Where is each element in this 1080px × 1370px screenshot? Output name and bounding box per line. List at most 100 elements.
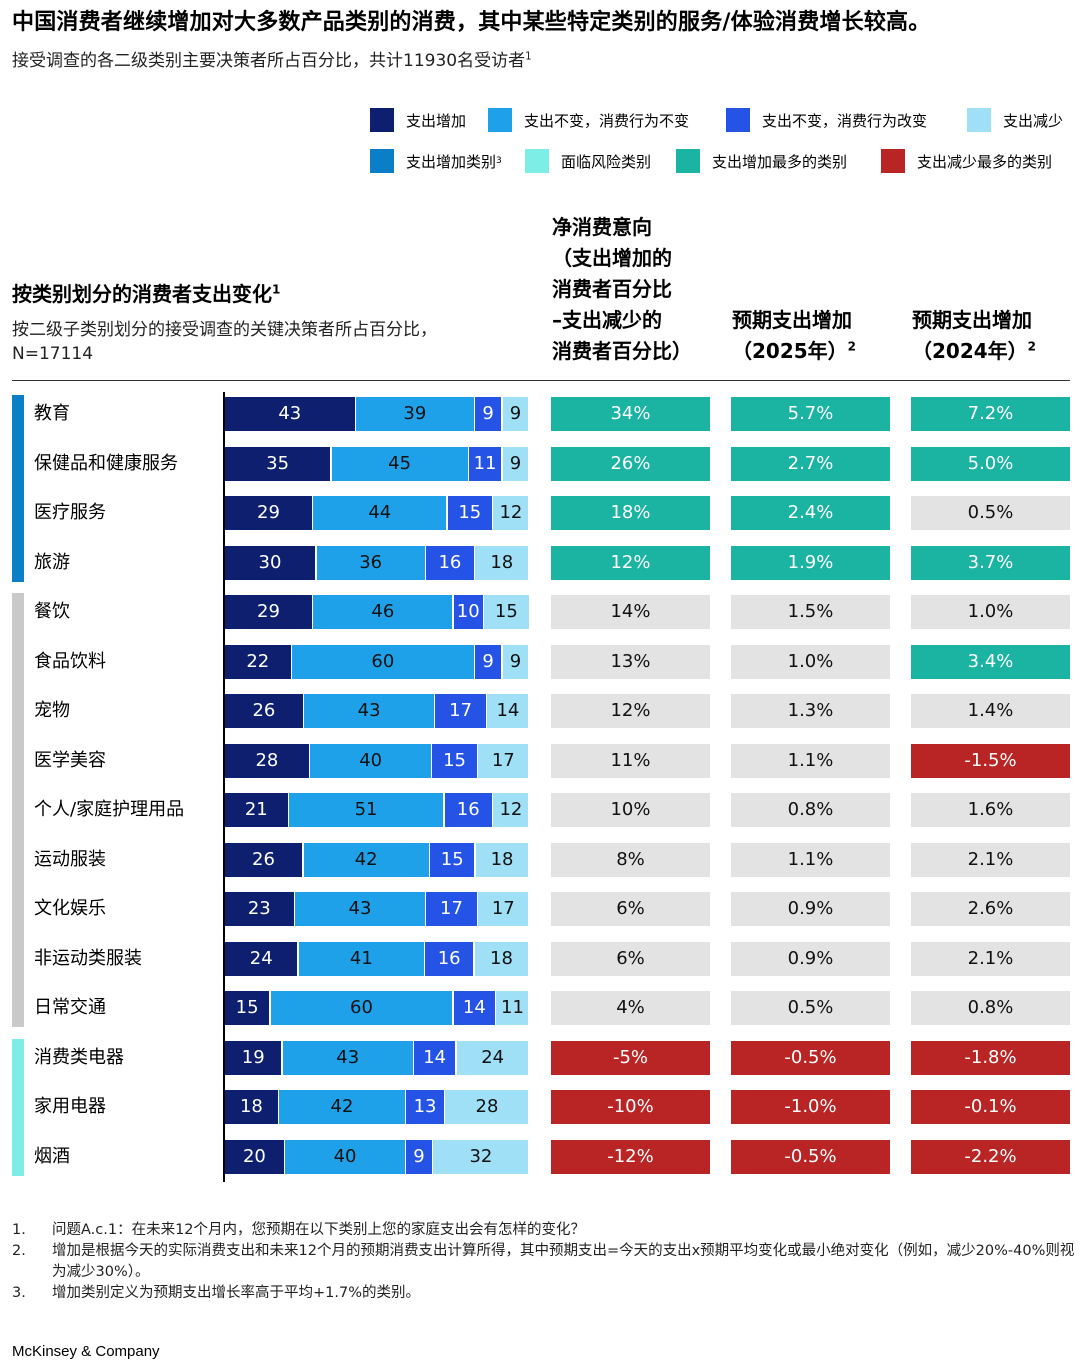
bar-segment: 13	[406, 1090, 444, 1124]
net-intent-header-line: 消费者百分比）	[552, 339, 692, 363]
bar-segment: 18	[474, 941, 529, 976]
net-intent-cell: 6%	[551, 892, 710, 926]
legend-swatch	[370, 108, 394, 132]
footnotes: 1. 问题A.c.1：在未来12个月内，您预期在以下类别上您的家庭支出会有怎样的变…	[12, 1220, 1080, 1304]
legend-label: 支出增加最多的类别	[712, 152, 848, 171]
footnote-text: 问题A.c.1：在未来12个月内，您预期在以下类别上您的家庭支出会有怎样的变化？	[52, 1222, 586, 1238]
bar-segment: 42	[303, 842, 429, 877]
bar-segment: 44	[313, 496, 447, 530]
category-group-marker	[12, 395, 24, 582]
bar-segment: 16	[425, 941, 474, 976]
net-intent-cell: 26%	[551, 446, 710, 481]
growth-2025-cell: 0.8%	[731, 793, 890, 827]
category-label: 运动服装	[34, 848, 106, 870]
bar-segment: 60	[270, 991, 453, 1025]
bar-segment: 30	[225, 545, 315, 580]
category-label: 非运动类服装	[34, 947, 142, 969]
bar-segment: 51	[289, 793, 444, 827]
legend-label: 面临风险类别	[561, 152, 652, 171]
bar-segment: 29	[225, 595, 312, 629]
bar-segment: 9	[502, 644, 529, 679]
category-label: 家用电器	[34, 1096, 106, 1117]
growth-2024-cell: 5.0%	[911, 446, 1070, 481]
growth-2024-header-line: 预期支出增加	[912, 308, 1032, 332]
page-subtitle-text: 接受调查的各二级类别主要决策者所占百分比，共计11930名受访者	[12, 51, 526, 71]
growth-2024-header-line: （2024年）2	[912, 336, 1036, 367]
net-intent-header: 净消费意向 （支出增加的 消费者百分比 –支出减少的 消费者百分比）	[552, 212, 692, 367]
bar-segment: 17	[478, 892, 529, 926]
bar-segment: 45	[331, 446, 468, 481]
growth-2024-cell: -1.5%	[911, 743, 1070, 778]
net-intent-header-line: （支出增加的	[552, 246, 672, 270]
growth-2024-cell: 0.5%	[911, 496, 1070, 530]
legend-item: 支出增加	[370, 108, 466, 132]
legend-label: 支出增加类别	[406, 152, 497, 171]
growth-2025-cell: 1.9%	[731, 545, 890, 580]
bar-segment: 20	[225, 1139, 284, 1174]
footnote-text: 增加类别定义为预期支出增长率高于平均+1.7%的类别。	[52, 1285, 420, 1301]
legend-label: 支出不变，消费行为不变	[524, 111, 690, 130]
legend-label: 支出减少	[1003, 111, 1064, 130]
legend-item: 支出不变，消费行为不变	[488, 108, 689, 132]
legend-label: 支出减少最多的类别	[917, 152, 1053, 171]
growth-2024-cell: 1.0%	[911, 595, 1070, 629]
category-label: 医疗服务	[34, 502, 106, 523]
net-intent-cell: -5%	[551, 1040, 710, 1075]
net-intent-cell: 12%	[551, 694, 710, 728]
bar-segment: 9	[502, 397, 529, 431]
bar-segment: 32	[433, 1139, 529, 1174]
chart-subtitle-line2: N=17114	[12, 344, 94, 364]
category-label: 保健品和健康服务	[34, 452, 178, 474]
page-title: 中国消费者继续增加对大多数产品类别的消费，其中某些特定类别的服务/体验消费增长较…	[12, 10, 931, 35]
growth-2024-cell: -1.8%	[911, 1040, 1070, 1075]
bar-segment: 35	[225, 446, 331, 481]
bar-segment: 11	[496, 991, 529, 1025]
legend-label: 支出不变，消费行为改变	[762, 111, 928, 130]
page-subtitle-sup: 1	[525, 51, 532, 63]
bar-segment: 17	[435, 694, 486, 728]
net-intent-cell: 18%	[551, 496, 710, 530]
net-intent-cell: 14%	[551, 595, 710, 629]
growth-2024-cell: 2.1%	[911, 842, 1070, 877]
bar-segment: 10	[453, 595, 483, 629]
growth-2025-cell: 1.1%	[731, 842, 890, 877]
growth-2025-header-sup: 2	[847, 339, 857, 354]
growth-2024-cell: 1.6%	[911, 793, 1070, 827]
growth-2025-cell: 1.1%	[731, 743, 890, 778]
growth-2025-cell: 2.7%	[731, 446, 890, 481]
legend-swatch	[881, 149, 905, 173]
net-intent-cell: -12%	[551, 1139, 710, 1174]
net-intent-cell: 4%	[551, 991, 710, 1025]
growth-2024-cell: 1.4%	[911, 694, 1070, 728]
growth-2025-header-line: 预期支出增加	[732, 308, 852, 332]
category-label: 个人/家庭护理用品	[34, 799, 185, 820]
net-intent-cell: 8%	[551, 842, 710, 877]
growth-2025-header-text: （2025年）	[732, 339, 848, 363]
page-subtitle: 接受调查的各二级类别主要决策者所占百分比，共计11930名受访者1	[12, 46, 532, 71]
legend-label: 支出增加	[406, 111, 467, 130]
growth-2024-cell: -2.2%	[911, 1139, 1070, 1174]
category-label: 烟酒	[34, 1145, 70, 1167]
bar-segment: 11	[469, 446, 502, 481]
bar-segment: 14	[414, 1040, 456, 1075]
growth-2024-cell: 2.1%	[911, 941, 1070, 976]
legend-swatch	[726, 108, 750, 132]
bar-segment: 9	[502, 446, 529, 481]
bar-segment: 18	[475, 545, 529, 580]
chart-title-text: 按类别划分的消费者支出变化	[12, 282, 272, 306]
bar-segment: 26	[225, 842, 302, 877]
chart-subtitle-line1: 按二级子类别划分的接受调查的关键决策者所占百分比，	[12, 320, 437, 340]
growth-2025-cell: -0.5%	[731, 1040, 890, 1075]
net-intent-header-line: 净消费意向	[552, 215, 652, 239]
bar-segment: 40	[285, 1139, 405, 1174]
growth-2024-cell: 3.4%	[911, 644, 1070, 679]
growth-2024-cell: 0.8%	[911, 991, 1070, 1025]
bar-segment: 9	[475, 644, 502, 679]
category-label: 食品饮料	[34, 650, 106, 672]
growth-2024-cell: -0.1%	[911, 1090, 1070, 1124]
growth-2025-cell: 1.0%	[731, 644, 890, 679]
bar-segment: 15	[484, 595, 529, 629]
bar-segment: 15	[447, 496, 492, 530]
bar-axis-line	[223, 392, 225, 1182]
legend-item: 面临风险类别	[525, 149, 651, 173]
